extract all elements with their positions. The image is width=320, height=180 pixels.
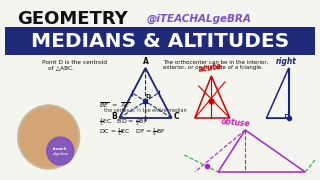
Text: obtuse: obtuse [221,118,251,129]
Text: C: C [174,112,179,121]
Text: acute: acute [198,62,222,74]
Circle shape [20,107,78,167]
Text: @iTEACHALgeBRA: @iTEACHALgeBRA [146,14,251,24]
Text: The orthocenter can be in the interior,: The orthocenter can be in the interior, [163,60,268,65]
Text: right: right [276,57,297,66]
Text: of △ABC.: of △ABC. [48,65,74,70]
Text: the vertex is ⅔ the entire median: the vertex is ⅔ the entire median [104,108,187,113]
FancyBboxPatch shape [5,27,315,55]
Text: iteach: iteach [53,147,68,151]
Text: B: B [112,112,117,121]
Text: Point D is the centroid: Point D is the centroid [42,60,107,65]
Text: $\overline{BE}$  =  $\overline{AE}$: $\overline{BE}$ = $\overline{AE}$ [99,100,131,110]
FancyBboxPatch shape [5,0,315,27]
Text: D: D [146,94,151,99]
Text: DC = $\frac{1}{3}$EC   DF = $\frac{1}{3}$BF: DC = $\frac{1}{3}$EC DF = $\frac{1}{3}$B… [99,126,166,138]
Circle shape [18,105,80,169]
Circle shape [47,137,74,165]
Text: $\frac{1}{3}$EC   BD = $\frac{2}{3}$BF: $\frac{1}{3}$EC BD = $\frac{2}{3}$BF [99,116,148,128]
Text: A: A [142,57,148,66]
Text: exterior, or on the side of a triangle.: exterior, or on the side of a triangle. [163,65,263,70]
Text: algebra: algebra [52,152,68,156]
Text: MEDIANS & ALTITUDES: MEDIANS & ALTITUDES [31,31,289,51]
Text: GEOMETRY: GEOMETRY [18,10,128,28]
